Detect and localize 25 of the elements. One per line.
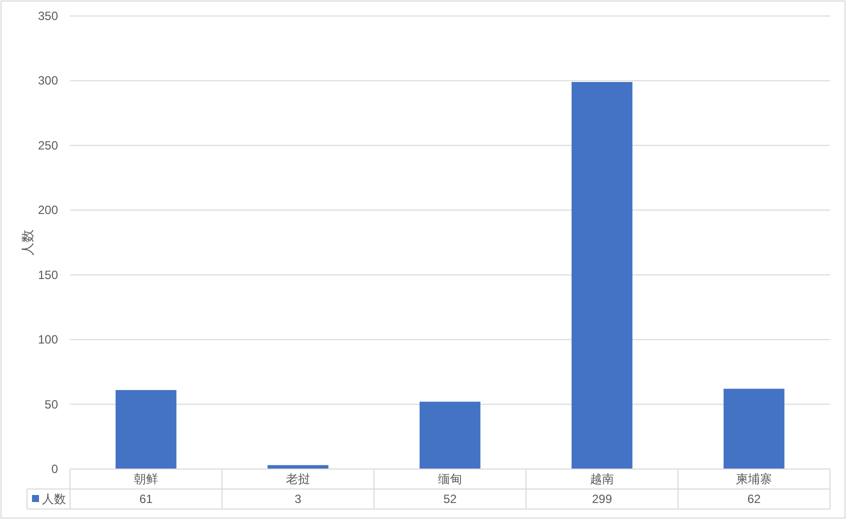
x-tick-label: 柬埔寨 — [736, 472, 772, 486]
legend-label: 人数 — [42, 492, 66, 506]
y-tick-label: 200 — [38, 203, 58, 218]
y-tick-label: 250 — [38, 138, 58, 152]
bar — [420, 402, 480, 469]
data-label: 61 — [139, 492, 153, 506]
y-tick-label: 300 — [38, 74, 58, 88]
bar — [572, 82, 632, 469]
y-tick-label: 50 — [44, 397, 58, 412]
bar — [116, 390, 176, 469]
x-tick-label: 越南 — [590, 472, 614, 486]
data-label: 299 — [592, 492, 612, 506]
x-tick-label: 老挝 — [286, 472, 310, 486]
y-tick-label: 150 — [38, 268, 58, 282]
data-label: 3 — [294, 492, 302, 506]
y-tick-label: 350 — [38, 9, 58, 23]
data-label: 52 — [443, 492, 457, 506]
y-tick-label: 0 — [51, 462, 58, 476]
x-tick-label: 缅甸 — [438, 472, 462, 486]
data-label: 62 — [747, 492, 761, 506]
x-tick-label: 朝鲜 — [134, 472, 158, 486]
y-tick-label: 100 — [38, 332, 58, 347]
bar — [724, 388, 784, 469]
y-axis-title: 人数 — [20, 230, 35, 256]
bar — [268, 465, 328, 469]
